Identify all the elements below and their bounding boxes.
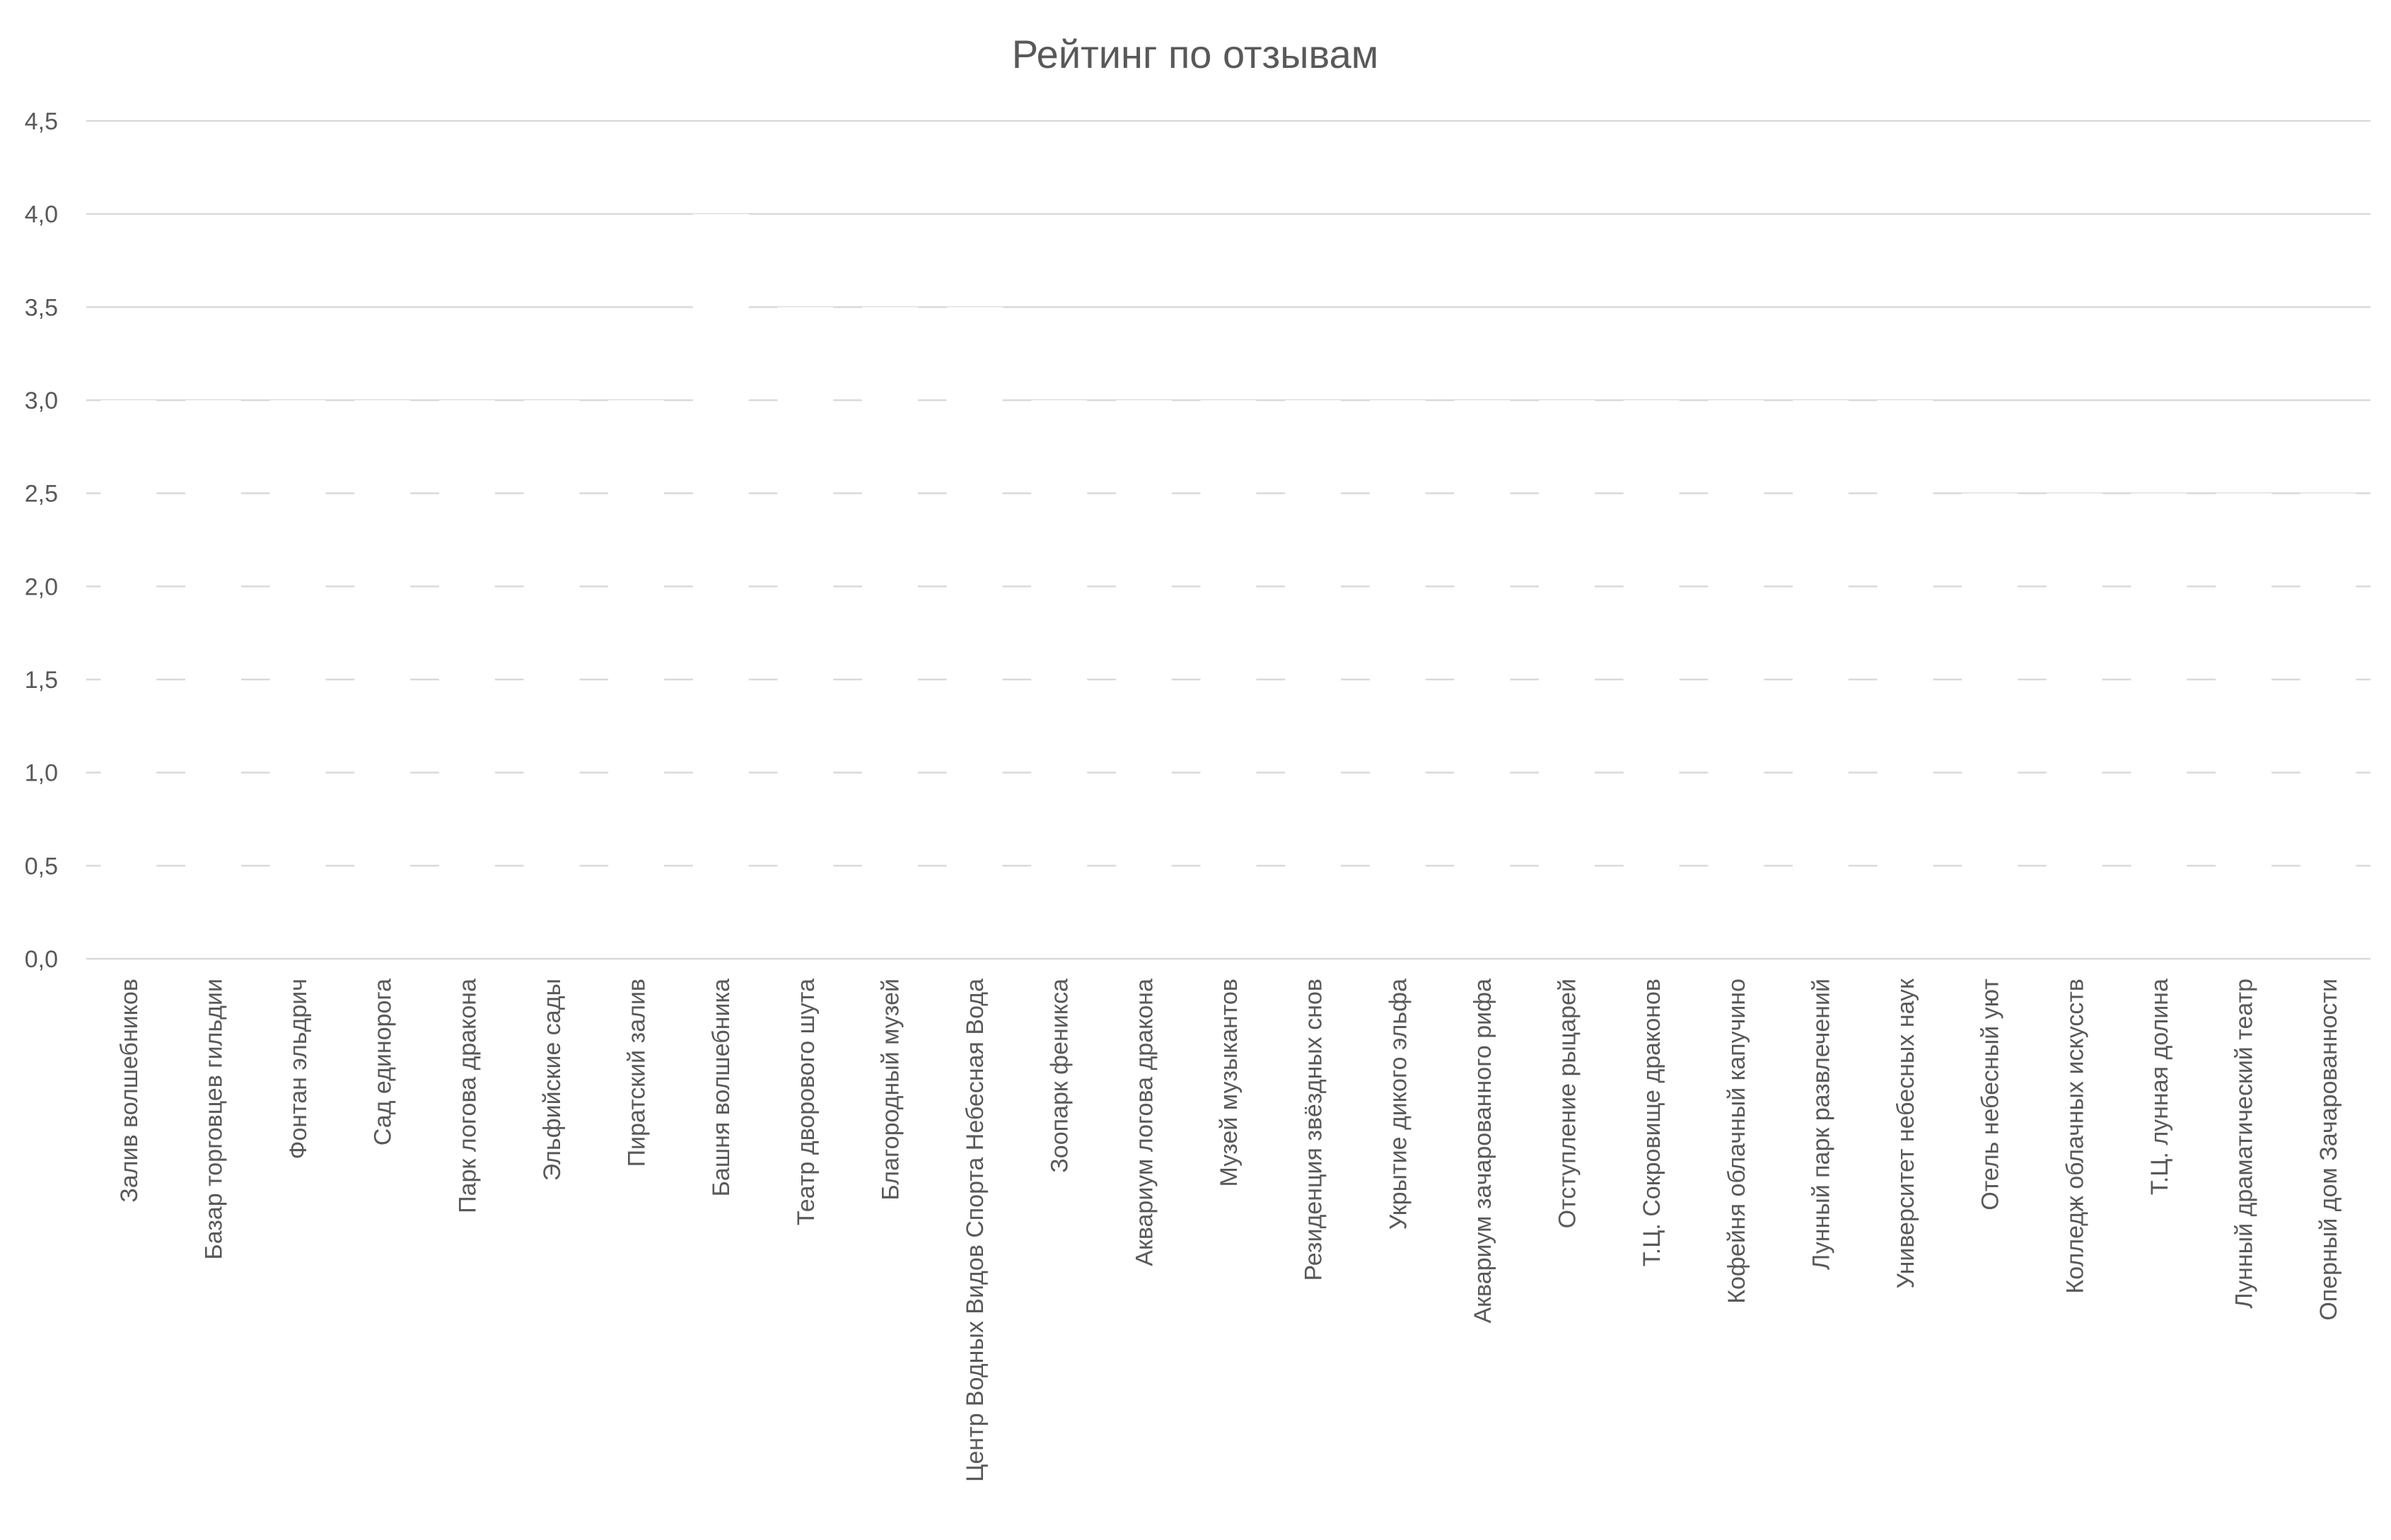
y-tick-label: 0,5 (25, 853, 58, 880)
y-axis-tick-labels: 0,0 0,5 1,0 1,5 2,0 2,5 3,0 3,5 4,0 4,5 (25, 108, 58, 973)
x-category-label: Резиденция звёздных снов (1301, 979, 1327, 1281)
bar (1877, 400, 1933, 958)
x-category-label: Театр дворового шута (793, 979, 820, 1225)
y-tick-label: 2,0 (25, 573, 58, 600)
bar (2300, 493, 2356, 958)
bar (438, 400, 495, 958)
bar (1369, 400, 1426, 958)
bar (523, 400, 580, 958)
bar (1031, 400, 1088, 958)
x-category-label: Сад единорога (370, 979, 397, 1145)
x-category-label: Музей музыкантов (1216, 979, 1243, 1187)
bar (777, 307, 834, 958)
chart-title: Рейтинг по отзывам (1012, 32, 1378, 76)
y-tick-label: 1,5 (25, 667, 58, 694)
x-category-label: Укрытие дикого эльфа (1385, 979, 1412, 1230)
x-category-label: Лунный парк развлечений (1808, 979, 1834, 1270)
x-category-label: Центр Водных Видов Спорта Небесная Вода (962, 979, 989, 1482)
x-category-label: Отступление рыцарей (1554, 979, 1581, 1228)
x-category-label: Зоопарк феникса (1047, 979, 1074, 1173)
x-category-label: Аквариум зачарованного рифа (1470, 979, 1496, 1324)
x-axis-category-labels: Залив волшебников Базар торговцев гильдии… (116, 978, 2342, 1482)
x-category-label: Колледж облачных искусств (2061, 979, 2088, 1294)
bar (608, 400, 665, 958)
y-tick-label: 4,0 (25, 202, 58, 228)
bars (100, 214, 2356, 958)
x-category-label: Т.Ц. лунная долина (2146, 979, 2173, 1195)
x-category-label: Благородный музей (877, 979, 904, 1201)
bar (1200, 400, 1257, 958)
bar (1792, 400, 1849, 958)
bar (1962, 493, 2018, 958)
bar (862, 307, 918, 958)
x-category-label: Эльфийские сады (539, 979, 566, 1181)
x-category-label: Залив волшебников (116, 979, 143, 1203)
bar (354, 400, 411, 958)
bar (1115, 400, 1172, 958)
bar (100, 400, 157, 958)
x-category-label: Базар торговцев гильдии (200, 979, 227, 1260)
bar (1623, 400, 1680, 958)
y-tick-label: 3,0 (25, 387, 58, 414)
x-category-label: Отель небесный уют (1977, 979, 2004, 1211)
y-tick-label: 4,5 (25, 108, 58, 135)
bar (185, 400, 241, 958)
x-category-label: Университет небесных наук (1892, 978, 1919, 1289)
x-category-label: Башня волшебника (708, 979, 735, 1196)
y-tick-label: 1,0 (25, 760, 58, 787)
bar (2046, 493, 2102, 958)
x-category-label: Т.Ц. Сокровище драконов (1639, 979, 1665, 1266)
x-category-label: Кофейня облачный капучино (1723, 979, 1750, 1304)
x-category-label: Пиратский залив (624, 979, 651, 1167)
bar (2131, 493, 2187, 958)
bar (1539, 400, 1595, 958)
y-tick-label: 2,5 (25, 481, 58, 508)
x-category-label: Парк логова дракона (454, 979, 481, 1213)
y-tick-label: 0,0 (25, 946, 58, 973)
bar (2216, 493, 2272, 958)
bar (269, 400, 326, 958)
bar (946, 307, 1003, 958)
bar (692, 214, 749, 958)
bar (1454, 400, 1511, 958)
bar (1708, 400, 1764, 958)
bar (1285, 400, 1342, 958)
x-category-label: Фонтан эльдрич (285, 979, 312, 1159)
x-category-label: Лунный драматический театр (2231, 979, 2258, 1309)
x-category-label: Аквариум логова дракона (1131, 979, 1158, 1266)
x-category-label: Оперный дом Зачарованности (2315, 979, 2342, 1321)
y-tick-label: 3,5 (25, 294, 58, 321)
